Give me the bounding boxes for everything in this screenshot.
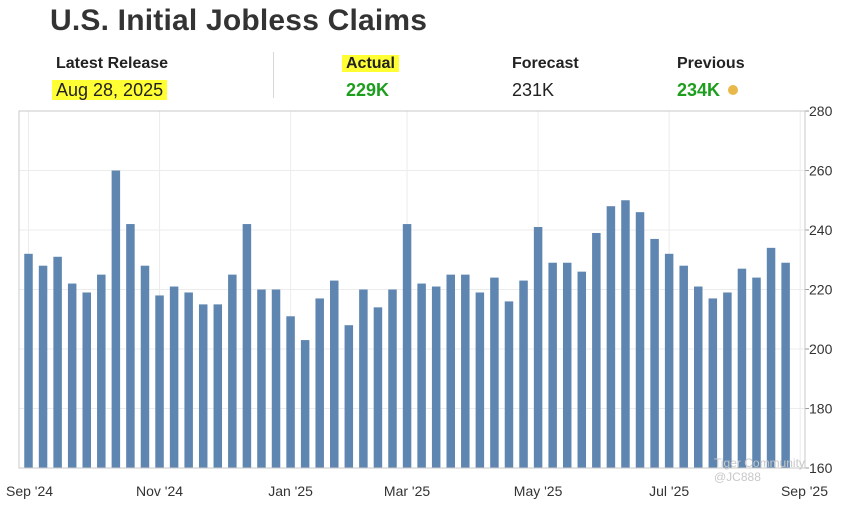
- latest-release-stat: Latest Release Aug 28, 2025: [52, 54, 169, 102]
- previous-value: 234K: [677, 80, 721, 100]
- forecast-stat: Forecast 231K: [512, 54, 579, 102]
- y-tick-label: 220: [809, 282, 833, 298]
- y-tick-label: 240: [809, 222, 833, 238]
- previous-label: Previous: [677, 55, 745, 72]
- bar[interactable]: [781, 262, 790, 468]
- bar[interactable]: [228, 274, 237, 468]
- bar[interactable]: [330, 280, 339, 468]
- x-tick-label: Jan '25: [268, 483, 313, 499]
- stats-divider: [273, 52, 274, 98]
- bar[interactable]: [635, 212, 645, 468]
- y-tick-label: 260: [809, 163, 833, 179]
- bar[interactable]: [373, 307, 383, 468]
- bar[interactable]: [402, 224, 412, 468]
- x-tick-label: Jul '25: [649, 483, 689, 499]
- bar[interactable]: [548, 262, 557, 468]
- x-tick-label: May '25: [514, 483, 563, 499]
- bar[interactable]: [359, 289, 368, 469]
- x-axis-ticks: Sep '24 Nov '24 Jan '25 Mar '25 May '25 Jul '…: [6, 483, 828, 499]
- plot-frame: [18, 110, 806, 469]
- bar[interactable]: [446, 274, 455, 468]
- bar[interactable]: [184, 292, 193, 468]
- bar[interactable]: [606, 206, 616, 468]
- bar[interactable]: [169, 286, 179, 468]
- bar[interactable]: [257, 289, 266, 469]
- previous-stat: Previous 234K: [677, 54, 745, 102]
- latest-release-label: Latest Release: [56, 55, 169, 72]
- bar[interactable]: [388, 289, 397, 469]
- x-tick-label: Nov '24: [136, 483, 183, 499]
- bar[interactable]: [198, 304, 208, 468]
- bar[interactable]: [67, 283, 77, 468]
- bar[interactable]: [140, 265, 150, 468]
- bar[interactable]: [752, 277, 761, 468]
- bar[interactable]: [723, 292, 732, 468]
- bar[interactable]: [708, 298, 718, 468]
- bar[interactable]: [24, 253, 33, 468]
- bar[interactable]: [461, 274, 470, 468]
- bar[interactable]: [577, 271, 587, 468]
- y-axis-ticks: 160 180 200 220 240 260 280: [805, 103, 833, 476]
- x-tick-label: Sep '25: [781, 483, 828, 499]
- bar[interactable]: [519, 280, 528, 468]
- bar[interactable]: [664, 253, 674, 468]
- bar[interactable]: [38, 265, 48, 468]
- actual-value: 229K: [346, 80, 390, 100]
- bar[interactable]: [97, 274, 106, 468]
- revision-dot-icon: [728, 85, 739, 95]
- bar[interactable]: [53, 256, 62, 468]
- bar[interactable]: [621, 200, 630, 468]
- bar[interactable]: [431, 286, 441, 468]
- bar[interactable]: [490, 277, 499, 468]
- bar[interactable]: [82, 292, 91, 468]
- chart-bars: [24, 170, 790, 469]
- page-title: U.S. Initial Jobless Claims: [50, 4, 428, 37]
- forecast-label: Forecast: [512, 55, 579, 72]
- bar[interactable]: [271, 289, 281, 469]
- bar[interactable]: [111, 170, 121, 469]
- bar[interactable]: [766, 247, 776, 468]
- bar[interactable]: [475, 292, 485, 468]
- bar[interactable]: [694, 286, 703, 468]
- y-tick-label: 160: [809, 460, 833, 476]
- bar[interactable]: [562, 262, 572, 468]
- bar[interactable]: [286, 316, 295, 468]
- y-tick-label: 180: [809, 401, 833, 417]
- bar[interactable]: [242, 224, 252, 468]
- bar[interactable]: [300, 340, 310, 468]
- bar[interactable]: [213, 304, 223, 468]
- actual-stat: Actual 229K: [342, 54, 399, 102]
- watermark: Tiger Community @JC888: [714, 456, 805, 484]
- bar[interactable]: [679, 265, 688, 468]
- y-tick-label: 200: [809, 341, 833, 357]
- forecast-value: 231K: [512, 80, 555, 100]
- bar[interactable]: [737, 268, 747, 468]
- bar[interactable]: [533, 227, 543, 468]
- actual-label: Actual: [342, 55, 399, 72]
- bar[interactable]: [592, 232, 601, 468]
- bar[interactable]: [650, 238, 659, 468]
- bar[interactable]: [344, 325, 354, 468]
- latest-release-value: Aug 28, 2025: [52, 80, 168, 100]
- x-tick-label: Mar '25: [384, 483, 430, 499]
- bar[interactable]: [417, 283, 426, 468]
- bar[interactable]: [315, 298, 324, 468]
- y-tick-label: 280: [809, 103, 833, 119]
- bar[interactable]: [155, 295, 164, 468]
- bar[interactable]: [126, 224, 135, 468]
- bar[interactable]: [504, 301, 514, 468]
- x-tick-label: Sep '24: [6, 483, 53, 499]
